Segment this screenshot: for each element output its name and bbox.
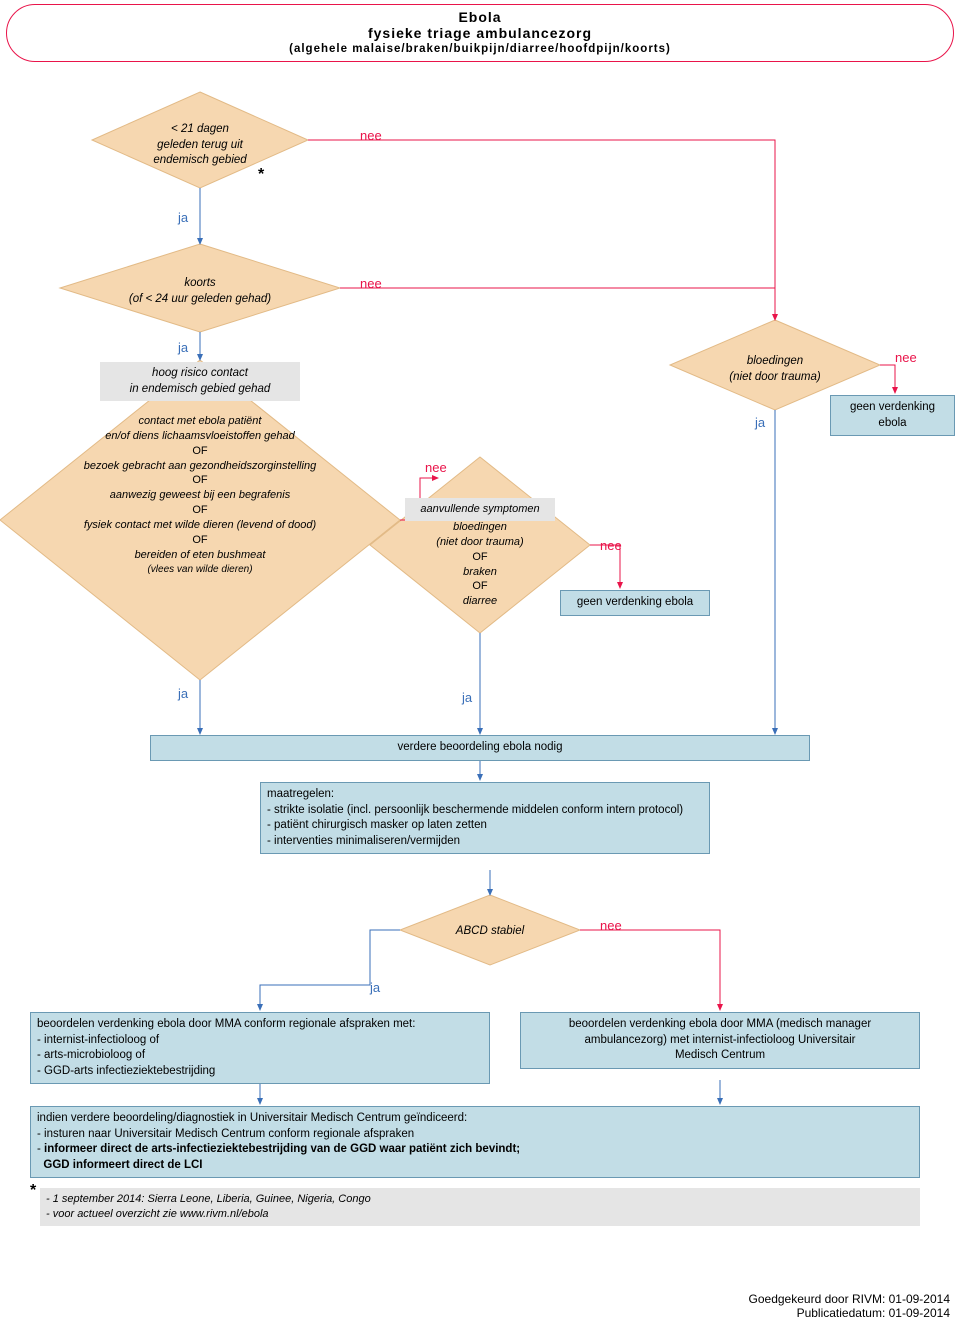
- title-line-3: (algehele malaise/braken/buikpijn/diarre…: [7, 43, 953, 55]
- label-nee-5: nee: [895, 350, 917, 365]
- decision-21-days: < 21 dagen geleden terug uit endemisch g…: [120, 118, 280, 173]
- decision-bloedingen-right: bloedingen (niet door trauma): [695, 350, 855, 389]
- decision-contact: contact met ebola patiënt en/of diens li…: [40, 410, 360, 581]
- decision-symptomen: bloedingen (niet door trauma) OF braken …: [405, 516, 555, 613]
- label-ja-5: ja: [755, 415, 765, 430]
- decision-koorts: koorts (of < 24 uur geleden gehad): [95, 272, 305, 311]
- gray-hoog-risico: hoog risico contact in endemisch gebied …: [100, 362, 300, 401]
- box-geen-verdenking-top: geen verdenking ebola: [830, 395, 955, 436]
- label-ja-4: ja: [462, 690, 472, 705]
- label-nee-6: nee: [600, 918, 622, 933]
- box-assess-left: beoordelen verdenking ebola door MMA con…: [30, 1012, 490, 1084]
- title-line-1: Ebola: [7, 9, 953, 25]
- header-capsule: Ebola fysieke triage ambulancezorg (alge…: [6, 4, 954, 62]
- label-nee-2: nee: [360, 276, 382, 291]
- box-footnote: - 1 september 2014: Sierra Leone, Liberi…: [40, 1188, 920, 1226]
- box-assess-right: beoordelen verdenking ebola door MMA (me…: [520, 1012, 920, 1069]
- approval-block: Goedgekeurd door RIVM: 01-09-2014 Public…: [749, 1292, 950, 1320]
- label-nee-4: nee: [600, 538, 622, 553]
- box-verdere-beoordeling: verdere beoordeling ebola nodig: [150, 735, 810, 761]
- box-umc: indien verdere beoordeling/diagnostiek i…: [30, 1106, 920, 1178]
- label-ja-1: ja: [178, 210, 188, 225]
- asterisk-footnote: *: [30, 1182, 36, 1200]
- label-ja-6: ja: [370, 980, 380, 995]
- decision-abcd: ABCD stabiel: [430, 920, 550, 944]
- asterisk-d1: *: [258, 166, 264, 184]
- label-ja-2: ja: [178, 340, 188, 355]
- box-maatregelen: maatregelen: - strikte isolatie (incl. p…: [260, 782, 710, 854]
- gray-aanvullende-symptomen: aanvullende symptomen: [405, 498, 555, 521]
- label-nee-1: nee: [360, 128, 382, 143]
- label-nee-3: nee: [425, 460, 447, 475]
- title-line-2: fysieke triage ambulancezorg: [7, 25, 953, 41]
- label-ja-3: ja: [178, 686, 188, 701]
- box-geen-verdenking-mid: geen verdenking ebola: [560, 590, 710, 616]
